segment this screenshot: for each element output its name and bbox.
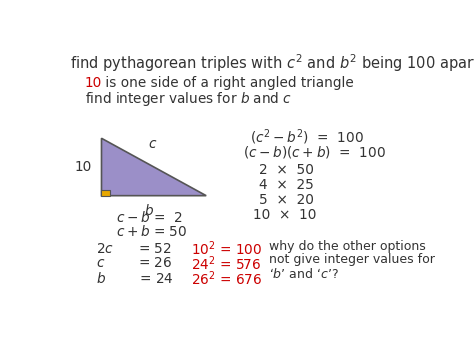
- Text: $(c^2 - b^2)$  =  100: $(c^2 - b^2)$ = 100: [250, 127, 364, 147]
- Text: $10^2$ = 100: $10^2$ = 100: [191, 240, 263, 258]
- Text: $c - b$ =  2: $c - b$ = 2: [116, 210, 182, 225]
- Bar: [101, 190, 109, 196]
- Text: 5  ×  20: 5 × 20: [259, 193, 314, 207]
- Text: $c$: $c$: [148, 137, 157, 151]
- Text: 2$c$      = 52: 2$c$ = 52: [96, 242, 172, 256]
- Text: find integer values for $b$ and $c$: find integer values for $b$ and $c$: [85, 91, 292, 108]
- Text: 2  ×  50: 2 × 50: [259, 163, 314, 177]
- Text: find pythagorean triples with $c^2$ and $b^2$ being 100 apart: find pythagorean triples with $c^2$ and …: [70, 52, 474, 74]
- Text: $b$        = 24: $b$ = 24: [96, 271, 173, 286]
- Text: $24^2$ = 576: $24^2$ = 576: [191, 254, 262, 273]
- Text: $b$: $b$: [144, 202, 154, 218]
- Text: not give integer values for: not give integer values for: [269, 253, 435, 266]
- Text: $c + b$ = 50: $c + b$ = 50: [116, 224, 188, 239]
- Text: ‘$b$’ and ‘$c$’?: ‘$b$’ and ‘$c$’?: [269, 267, 338, 280]
- Text: is one side of a right angled triangle: is one side of a right angled triangle: [101, 76, 354, 90]
- Text: 4  ×  25: 4 × 25: [259, 178, 314, 192]
- Polygon shape: [101, 138, 206, 196]
- Text: $c$        = 26: $c$ = 26: [96, 256, 173, 271]
- Text: $(c - b)(c + b)$  =  100: $(c - b)(c + b)$ = 100: [243, 144, 386, 160]
- Text: 10: 10: [75, 160, 92, 174]
- Text: $26^2$ = 676: $26^2$ = 676: [191, 269, 263, 288]
- Text: 10: 10: [85, 76, 102, 90]
- Text: 10  ×  10: 10 × 10: [253, 208, 316, 222]
- Text: why do the other options: why do the other options: [269, 240, 425, 253]
